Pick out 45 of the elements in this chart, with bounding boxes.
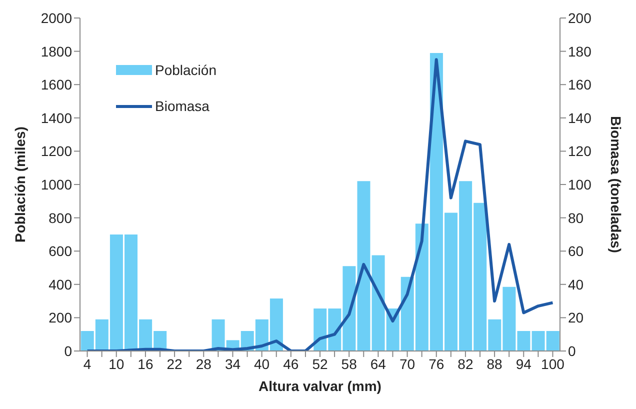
- y2-axis-title: Biomasa (toneladas): [608, 116, 624, 253]
- y-tick-label: 800: [48, 210, 72, 226]
- y2-tick-label: 80: [568, 210, 584, 226]
- y2-tick-label: 40: [568, 276, 584, 292]
- y2-tick-label: 100: [568, 176, 592, 192]
- y-tick-label: 200: [48, 310, 72, 326]
- legend-label: Biomasa: [155, 98, 210, 114]
- y-tick-label: 1000: [40, 176, 72, 192]
- y-tick-label: 2000: [40, 10, 72, 26]
- x-tick-label: 4: [83, 356, 92, 372]
- x-tick-label: 10: [108, 356, 124, 372]
- x-tick-label: 40: [254, 356, 270, 372]
- y-tick-label: 1200: [40, 143, 72, 160]
- x-tick-label: 52: [312, 356, 328, 372]
- y2-tick-label: 120: [568, 143, 592, 160]
- y-tick-label: 400: [48, 276, 72, 292]
- y-tick-label: 1400: [40, 110, 72, 126]
- y2-tick-label: 60: [568, 243, 584, 260]
- legend-label: Población: [155, 62, 216, 78]
- line-series: [86, 58, 554, 351]
- x-tick-label: 28: [196, 356, 212, 372]
- y-tick-label: 600: [48, 243, 72, 260]
- y-axis-title: Población (miles): [12, 126, 28, 242]
- x-tick-label: 64: [370, 356, 386, 372]
- y2-tick-label: 20: [568, 310, 584, 326]
- x-tick-label: 58: [341, 356, 358, 372]
- y2-tick-label: 200: [568, 10, 592, 26]
- x-tick-label: 94: [516, 356, 532, 372]
- x-tick-label: 46: [283, 356, 299, 372]
- y-tick-label: 1800: [40, 43, 72, 60]
- x-tick-label: 76: [428, 356, 444, 372]
- x-tick-label: 34: [224, 356, 241, 372]
- y-tick-label: 1600: [40, 76, 72, 93]
- x-tick-label: 16: [138, 356, 154, 372]
- y-tick-label: 0: [64, 342, 72, 359]
- x-axis-title: Altura valvar (mm): [258, 378, 382, 394]
- x-tick-label: 88: [486, 356, 503, 372]
- y2-tick-label: 140: [568, 110, 592, 126]
- y2-tick-label: 180: [568, 43, 592, 60]
- x-tick-label: 22: [166, 356, 183, 372]
- y2-tick-label: 160: [568, 76, 592, 93]
- x-tick-label: 70: [399, 356, 416, 372]
- x-tick-label: 82: [458, 356, 474, 372]
- y2-tick-label: 0: [568, 342, 576, 359]
- x-tick-label: 100: [541, 356, 565, 372]
